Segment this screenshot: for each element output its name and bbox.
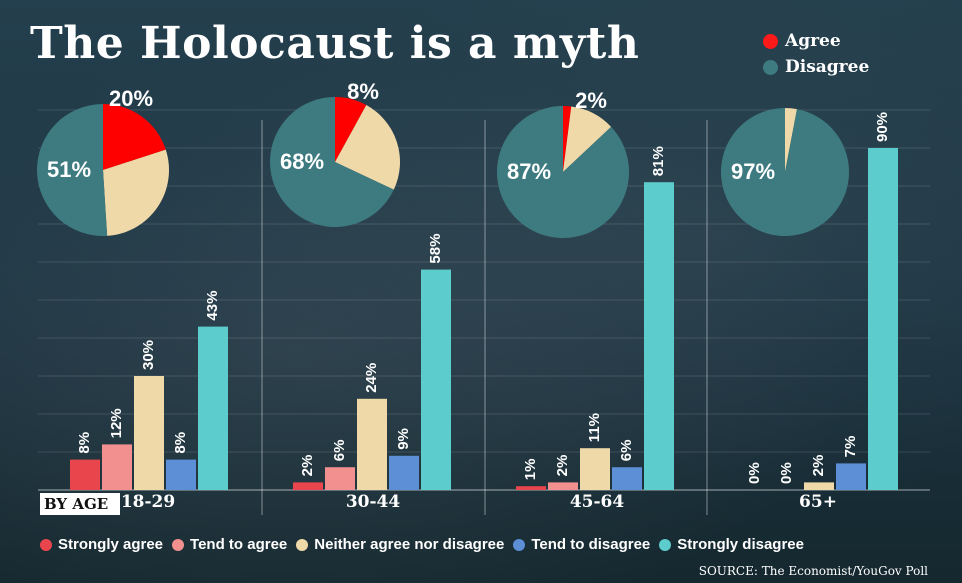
bar-neither-65+	[804, 482, 834, 490]
bar-value-label: 2%	[554, 455, 571, 477]
pie-legend-agree: Agree	[763, 28, 869, 54]
by-age-label: BY AGE	[40, 493, 120, 515]
neither-dot-icon	[296, 538, 309, 551]
bar-value-label: 1%	[522, 459, 539, 481]
bar-strongly-disagree-65+	[868, 148, 898, 490]
pie-disagree-label: 51%	[47, 157, 91, 182]
bar-legend: Strongly agree Tend to agree Neither agr…	[40, 536, 813, 553]
pie-disagree-label: 87%	[507, 159, 551, 184]
pie-slice-disagree-30-44	[270, 97, 394, 227]
bar-tend-to-agree-18-29	[102, 444, 132, 490]
bar-tend-to-disagree-65+	[836, 463, 866, 490]
bar-value-label: 0%	[778, 462, 795, 484]
bar-value-label: 58%	[427, 234, 444, 264]
bar-value-label: 30%	[140, 340, 157, 370]
bar-value-label: 0%	[746, 462, 763, 484]
disagree-dot-icon	[763, 59, 778, 75]
bar-value-label: 11%	[586, 413, 603, 442]
bar-strongly-agree-30-44	[293, 482, 323, 490]
pie-agree-label: 8%	[347, 79, 379, 104]
bar-value-label: 43%	[204, 291, 221, 321]
bar-neither-18-29	[134, 376, 164, 490]
pie-slice-neither-18-29	[103, 149, 169, 236]
pie-legend: Agree Disagree	[763, 28, 869, 80]
bar-tend-to-disagree-18-29	[166, 459, 196, 490]
bar-value-label: 6%	[618, 440, 635, 462]
bar-value-label: 24%	[363, 363, 380, 393]
legend-item-strongly-agree: Strongly agree	[40, 536, 163, 553]
pie-legend-disagree: Disagree	[763, 54, 869, 80]
strongly-agree-dot-icon	[40, 538, 52, 551]
pie-slice-agree-18-29	[103, 104, 166, 170]
bar-tend-to-agree-45-64	[548, 482, 578, 490]
pie-disagree-label: 97%	[731, 159, 775, 184]
bar-neither-45-64	[580, 448, 610, 490]
bar-strongly-disagree-30-44	[421, 269, 451, 490]
bar-value-label: 8%	[172, 432, 189, 454]
legend-label: Tend to disagree	[531, 536, 651, 553]
pie-slice-neither-65+	[785, 108, 797, 172]
pie-slice-disagree-45-64	[496, 106, 629, 239]
bar-value-label: 2%	[299, 455, 316, 477]
bar-tend-to-agree-30-44	[325, 467, 355, 490]
category-label-65-plus: 65+	[799, 492, 837, 512]
chart-title: The Holocaust is a myth	[30, 18, 640, 69]
bar-strongly-agree-18-29	[70, 459, 100, 490]
bar-strongly-agree-45-64	[516, 486, 546, 490]
category-label-30-44: 30-44	[345, 492, 401, 512]
category-label-18-29: 18-29	[120, 492, 176, 512]
pie-slice-disagree-18-29	[36, 104, 108, 236]
legend-label: Neither agree nor disagree	[314, 536, 505, 553]
tend-to-disagree-dot-icon	[513, 538, 526, 551]
tend-to-agree-dot-icon	[172, 538, 185, 551]
bar-value-label: 81%	[650, 146, 667, 176]
pie-slice-agree-30-44	[335, 97, 367, 162]
bar-value-label: 12%	[108, 408, 125, 438]
bar-tend-to-disagree-30-44	[389, 455, 419, 490]
legend-label: Strongly disagree	[677, 536, 804, 553]
pie-legend-disagree-label: Disagree	[785, 57, 870, 77]
pie-disagree-label: 68%	[280, 149, 324, 174]
pie-agree-label: 2%	[575, 88, 607, 113]
bar-value-label: 7%	[842, 436, 859, 458]
bar-value-label: 90%	[874, 112, 891, 142]
legend-label: Strongly agree	[58, 536, 164, 553]
bar-strongly-disagree-45-64	[644, 182, 674, 490]
strongly-disagree-dot-icon	[659, 538, 672, 551]
bar-value-label: 2%	[810, 455, 827, 477]
legend-item-tend-to-agree: Tend to agree	[172, 536, 287, 553]
pie-slice-disagree-65+	[721, 108, 849, 236]
pie-legend-agree-label: Agree	[785, 31, 841, 51]
pie-agree-label: 20%	[109, 86, 153, 111]
pie-slice-neither-45-64	[563, 106, 612, 172]
pie-slice-neither-30-44	[335, 105, 400, 190]
bar-value-label: 9%	[395, 428, 412, 450]
pie-slice-agree-45-64	[563, 106, 572, 172]
legend-item-tend-to-disagree: Tend to disagree	[513, 536, 650, 553]
bar-value-label: 8%	[76, 432, 93, 454]
legend-label: Tend to agree	[190, 536, 288, 553]
legend-item-neither: Neither agree nor disagree	[296, 536, 504, 553]
bar-neither-30-44	[357, 398, 387, 490]
bar-tend-to-disagree-45-64	[612, 467, 642, 490]
bar-value-label: 6%	[331, 440, 348, 462]
bar-strongly-disagree-18-29	[198, 326, 228, 490]
agree-dot-icon	[763, 33, 778, 49]
legend-item-strongly-disagree: Strongly disagree	[659, 536, 804, 553]
source-note: SOURCE: The Economist/YouGov Poll	[698, 564, 928, 578]
category-label-45-64: 45-64	[569, 492, 625, 512]
